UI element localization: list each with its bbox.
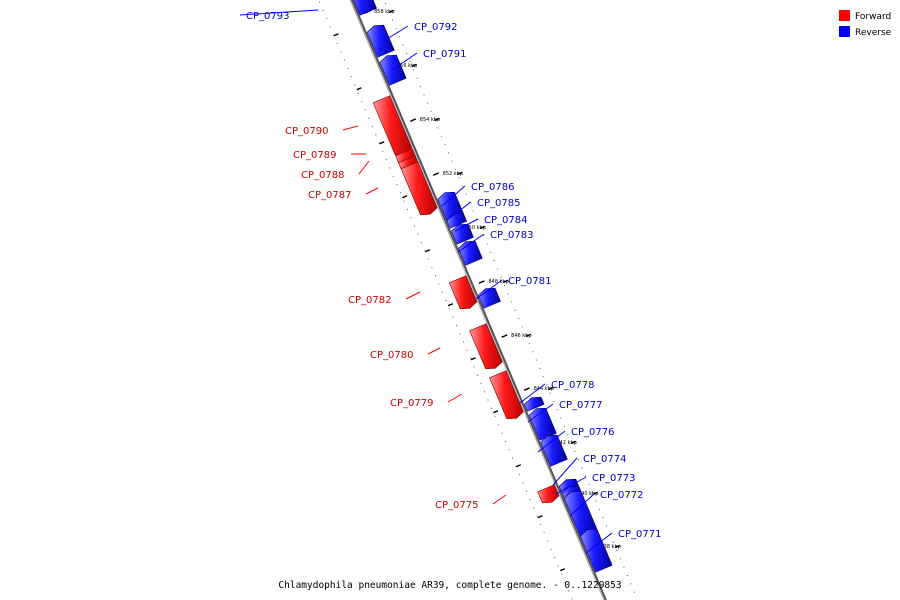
gene-label-leader xyxy=(239,9,319,16)
gene-label: CP_0780 xyxy=(370,350,413,361)
gene-cp-0776: CP_0776 xyxy=(537,427,614,467)
gene-arrow xyxy=(353,0,377,16)
gene-label: CP_0775 xyxy=(435,500,478,511)
gene-label: CP_0789 xyxy=(293,150,336,161)
scale-tick-mark xyxy=(523,387,530,391)
gene-label: CP_0788 xyxy=(301,170,344,181)
scale-tick-label: 844 kbp xyxy=(534,386,554,392)
gene-label: CP_0776 xyxy=(571,427,614,438)
scale-tick-label: 850 kbp xyxy=(465,225,485,231)
gene-label-leader xyxy=(537,430,566,453)
gene-arrow xyxy=(540,434,568,467)
gene-cp-0782: CP_0782 xyxy=(348,275,478,310)
gene-arrow xyxy=(400,161,438,216)
gene-cp-0784: CP_0784 xyxy=(451,215,527,245)
map-caption: Chlamydophila pneumoniae AR39, complete … xyxy=(278,580,621,591)
gene-label: CP_0773 xyxy=(592,473,635,484)
gene-label: CP_0783 xyxy=(490,230,533,241)
scale-tick-label: 846 kbp xyxy=(511,333,531,339)
gene-cp-0785: CP_0785 xyxy=(446,198,520,229)
scale-tick-mark xyxy=(501,334,508,338)
gene-label-leader xyxy=(405,291,421,300)
gene-label-leader xyxy=(527,403,554,423)
gene-label-leader xyxy=(427,347,441,355)
gene-arrow xyxy=(366,24,395,58)
gene-cp-0778: CP_0778 xyxy=(519,380,594,412)
gene-label: CP_0785 xyxy=(477,198,520,209)
gene-cp-0793: CP_0793 xyxy=(239,0,377,22)
scale-tick-mark xyxy=(478,280,485,284)
gene-label: CP_0790 xyxy=(285,126,328,137)
gene-arrow xyxy=(524,396,545,412)
gene-cp-0790: CP_0790 xyxy=(285,95,413,156)
gene-label-leader xyxy=(447,393,463,403)
gene-cp-0771: CP_0771 xyxy=(580,528,661,573)
gene-label-leader xyxy=(519,383,546,404)
gene-arrow xyxy=(379,54,407,86)
gene-label-leader xyxy=(342,125,359,131)
gene-label: CP_0782 xyxy=(348,295,391,306)
scale-tick-mark xyxy=(432,172,439,176)
gene-label-leader xyxy=(446,201,472,221)
gene-label: CP_0778 xyxy=(551,380,594,391)
gene-arrow xyxy=(489,370,524,420)
gene-label-leader xyxy=(585,532,613,554)
legend-label: Forward xyxy=(855,12,891,22)
gene-label: CP_0771 xyxy=(618,529,661,540)
gene-label: CP_0792 xyxy=(414,22,457,33)
legend-swatch xyxy=(839,26,850,37)
gene-cp-0787: CP_0787 xyxy=(308,161,438,216)
gene-label-leader xyxy=(555,476,587,495)
scale-tick-label: 842 kbp xyxy=(556,440,576,446)
gene-arrow xyxy=(451,223,474,245)
gene-arrow xyxy=(580,528,613,573)
scale-tick-label: 854 kbp xyxy=(420,117,440,123)
gene-cp-0783: CP_0783 xyxy=(457,230,533,266)
scale-tick-label: 858 kbp xyxy=(374,9,394,15)
genome-backbone xyxy=(349,0,607,600)
scale-tick-label: 838 kbp xyxy=(600,544,620,550)
gene-label-leader xyxy=(492,494,507,505)
genes: CP_0793 CP_0792 CP_0791 CP_0790 CP_0789 CP_07… xyxy=(239,0,661,573)
gene-label: CP_0772 xyxy=(600,490,643,501)
legend-label: Reverse xyxy=(855,28,892,38)
gene-cp-0775: CP_0775 xyxy=(435,484,560,511)
gene-label: CP_0774 xyxy=(583,454,626,465)
gene-label: CP_0786 xyxy=(471,182,514,193)
gene-label-leader xyxy=(358,160,370,175)
gene-cp-0781: CP_0781 xyxy=(475,276,551,309)
gene-label-leader xyxy=(454,218,479,232)
gene-label: CP_0787 xyxy=(308,190,351,201)
gene-label-leader xyxy=(475,279,503,300)
gene-arrow xyxy=(469,323,503,370)
gene-label: CP_0777 xyxy=(559,400,602,411)
gene-label: CP_0784 xyxy=(484,215,527,226)
gene-arrow xyxy=(537,484,560,504)
scale-tick-mark xyxy=(410,118,417,122)
gene-label-leader xyxy=(381,25,409,43)
gene-cp-0779: CP_0779 xyxy=(390,370,524,420)
gene-cp-0792: CP_0792 xyxy=(366,22,457,58)
gene-cp-0780: CP_0780 xyxy=(370,323,503,370)
gene-label-leader xyxy=(365,187,379,195)
gene-label-leader xyxy=(552,457,578,486)
gene-label: CP_0793 xyxy=(246,11,289,22)
scale-tick-label: 852 kbp xyxy=(443,171,463,177)
gene-label: CP_0779 xyxy=(390,398,433,409)
gene-cp-0791: CP_0791 xyxy=(379,49,466,86)
gene-arrow xyxy=(448,275,478,310)
gene-label-leader xyxy=(441,185,466,207)
scale-tick-label: 840 kbp xyxy=(578,491,598,497)
gene-label-leader xyxy=(391,52,418,71)
gene-label-leader xyxy=(569,493,595,517)
legend: Forward Reverse xyxy=(839,10,892,38)
gene-label-leader xyxy=(457,233,485,253)
gene-label: CP_0791 xyxy=(423,49,466,60)
legend-swatch xyxy=(839,10,850,21)
scale-tick-label: 856 kbp xyxy=(397,63,417,69)
gene-label: CP_0781 xyxy=(508,276,551,287)
